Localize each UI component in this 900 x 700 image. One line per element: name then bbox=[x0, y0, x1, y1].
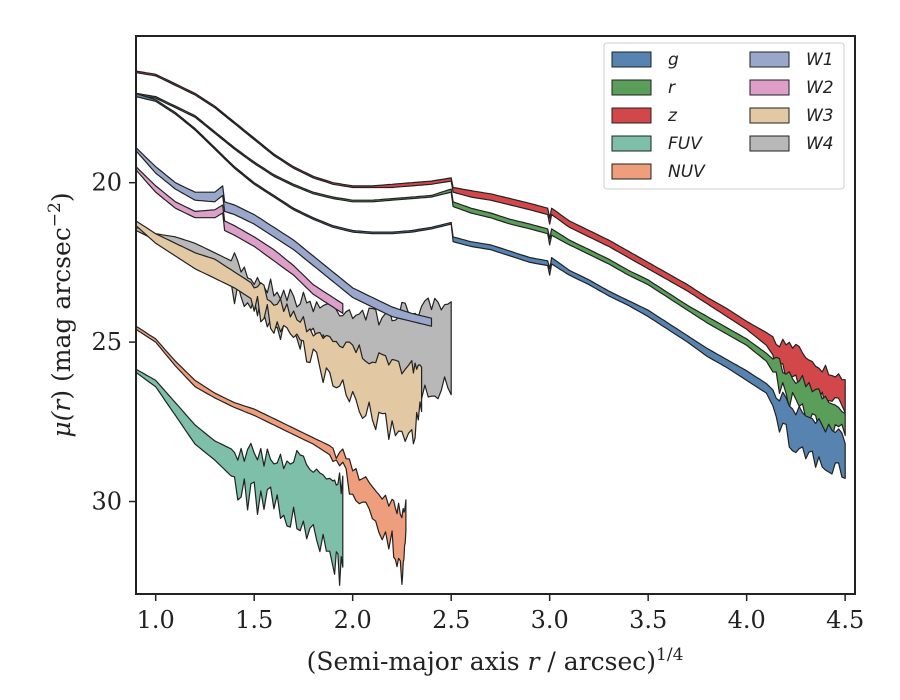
legend-swatch-w4 bbox=[749, 135, 790, 152]
legend-label-w3: W3 bbox=[806, 106, 834, 126]
y-axis: 20 25 30 bbox=[91, 169, 136, 516]
legend-swatch-w3 bbox=[749, 107, 790, 124]
legend-label-w1: W1 bbox=[806, 50, 834, 70]
x-axis: 1.0 1.5 2.0 2.5 3.0 3.5 4.0 4.5 bbox=[137, 594, 864, 634]
series-band-w3 bbox=[136, 220, 423, 445]
legend-swatch-w2 bbox=[749, 79, 790, 96]
legend: grz FUV NUV W1 W2 W3 W4 bbox=[603, 42, 845, 190]
x-tick-label: 1.0 bbox=[137, 606, 175, 634]
series-band-z bbox=[136, 70, 846, 414]
legend-label-fuv: FUV bbox=[668, 134, 703, 154]
y-tick-label: 20 bbox=[91, 169, 122, 197]
series-layer bbox=[136, 70, 846, 586]
series-band-w2 bbox=[136, 166, 344, 314]
legend-label-w2: W2 bbox=[806, 78, 834, 98]
legend-swatch-fuv bbox=[611, 135, 652, 152]
y-tick-label: 25 bbox=[91, 328, 122, 356]
series-band-r bbox=[136, 92, 846, 439]
legend-swatch-z bbox=[611, 107, 652, 124]
legend-label-g: g bbox=[668, 50, 679, 70]
y-tick-label: 30 bbox=[91, 488, 122, 516]
legend-label-r: r bbox=[668, 78, 676, 98]
legend-swatch-g bbox=[611, 51, 652, 68]
legend-swatch-nuv bbox=[611, 163, 652, 180]
legend-swatch-r bbox=[611, 79, 652, 96]
x-tick-label: 2.0 bbox=[334, 606, 372, 634]
x-tick-label: 3.5 bbox=[629, 606, 667, 634]
x-axis-label: (Semi-major axis r / arcsec)1/4 bbox=[307, 645, 684, 676]
y-axis-label: μ(r) (mag arcsec−2) bbox=[45, 192, 76, 437]
series-band-nuv bbox=[136, 325, 407, 585]
legend-swatch-w1 bbox=[749, 51, 790, 68]
legend-label-nuv: NUV bbox=[668, 162, 706, 182]
series-band-w1 bbox=[136, 147, 433, 327]
x-tick-label: 2.5 bbox=[432, 606, 470, 634]
series-band-g bbox=[136, 92, 846, 479]
plot-frame bbox=[135, 35, 856, 595]
x-tick-label: 3.0 bbox=[531, 606, 569, 634]
x-tick-label: 1.5 bbox=[235, 606, 273, 634]
x-tick-label: 4.0 bbox=[728, 606, 766, 634]
x-tick-label: 4.5 bbox=[826, 606, 864, 634]
legend-label-z: z bbox=[667, 106, 678, 126]
series-band-fuv bbox=[136, 368, 344, 586]
legend-label-w4: W4 bbox=[806, 134, 834, 154]
